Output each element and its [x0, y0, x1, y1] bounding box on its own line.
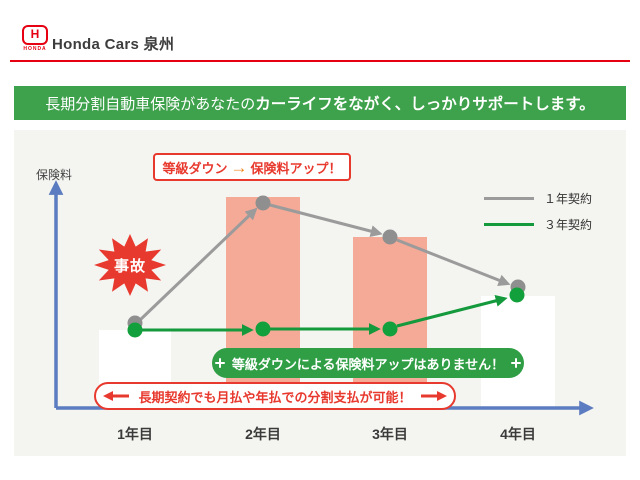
legend-line-1year: [484, 197, 534, 200]
legend-label-1year: １年契約: [544, 192, 593, 206]
accident-burst: 事故: [93, 233, 167, 297]
green-series-segment-3: [396, 294, 508, 328]
no-premium-increase-callout: 等級ダウンによる保険料アップはありません！: [212, 348, 524, 378]
accident-label: 事故: [113, 257, 146, 275]
legend-line-3year: [484, 223, 534, 226]
arrow-left-icon: [103, 391, 130, 401]
honda-logo-word: HONDA: [23, 46, 47, 52]
sparkle-icon: [511, 358, 521, 368]
dealer-name: Honda Cars 泉州: [52, 36, 175, 53]
gray-point-year3: [382, 229, 398, 245]
gray-series-segment-2: [269, 203, 383, 238]
insurance-premium-chart: 保険料 事故 等級ダウン → 保険料アップ！ １年契約 ３年契約 等級ダウンによ…: [14, 130, 626, 456]
x-label-year2: 2年目: [245, 426, 281, 442]
headline-emphasis: カーライフをながく、しっかりサポートします。: [255, 96, 595, 113]
headline-banner: 長期分割自動車保険があなたの カーライフをながく、しっかりサポートします。: [14, 86, 626, 120]
gray-series-segment-1: [138, 207, 258, 322]
starburst-icon: [94, 234, 166, 296]
installment-banner: 長期契約でも月払や年払での分割支払が可能！: [94, 382, 456, 410]
honda-logo: H HONDA: [18, 25, 52, 52]
no-premium-increase-text: 等級ダウンによる保険料アップはありません！: [231, 356, 505, 372]
header-divider: [10, 60, 630, 62]
green-point-year3: [382, 321, 398, 337]
installment-banner-text: 長期契約でも月払や年払での分割支払が可能！: [138, 389, 412, 405]
green-point-year1: [127, 322, 143, 338]
honda-h-icon: H: [22, 25, 48, 45]
rank-down-callout: 等級ダウン → 保険料アップ！: [153, 153, 351, 181]
headline-lead: 長期分割自動車保険があなたの: [45, 95, 256, 113]
y-axis-label: 保険料: [36, 168, 73, 182]
x-label-year3: 3年目: [372, 426, 408, 442]
x-label-year1: 1年目: [117, 426, 153, 442]
gray-point-year2: [255, 195, 271, 211]
x-label-year4: 4年目: [500, 426, 536, 442]
sparkle-icon: [215, 358, 225, 368]
orange-arrow-icon: →: [230, 157, 248, 177]
legend-label-3year: ３年契約: [544, 218, 593, 232]
premium-up-text: 保険料アップ！: [250, 160, 342, 176]
rank-down-text: 等級ダウン: [162, 160, 228, 176]
green-point-year2: [255, 321, 271, 337]
green-point-year4: [509, 287, 525, 303]
arrow-right-icon: [420, 391, 447, 401]
gray-series-segment-3: [396, 238, 511, 286]
